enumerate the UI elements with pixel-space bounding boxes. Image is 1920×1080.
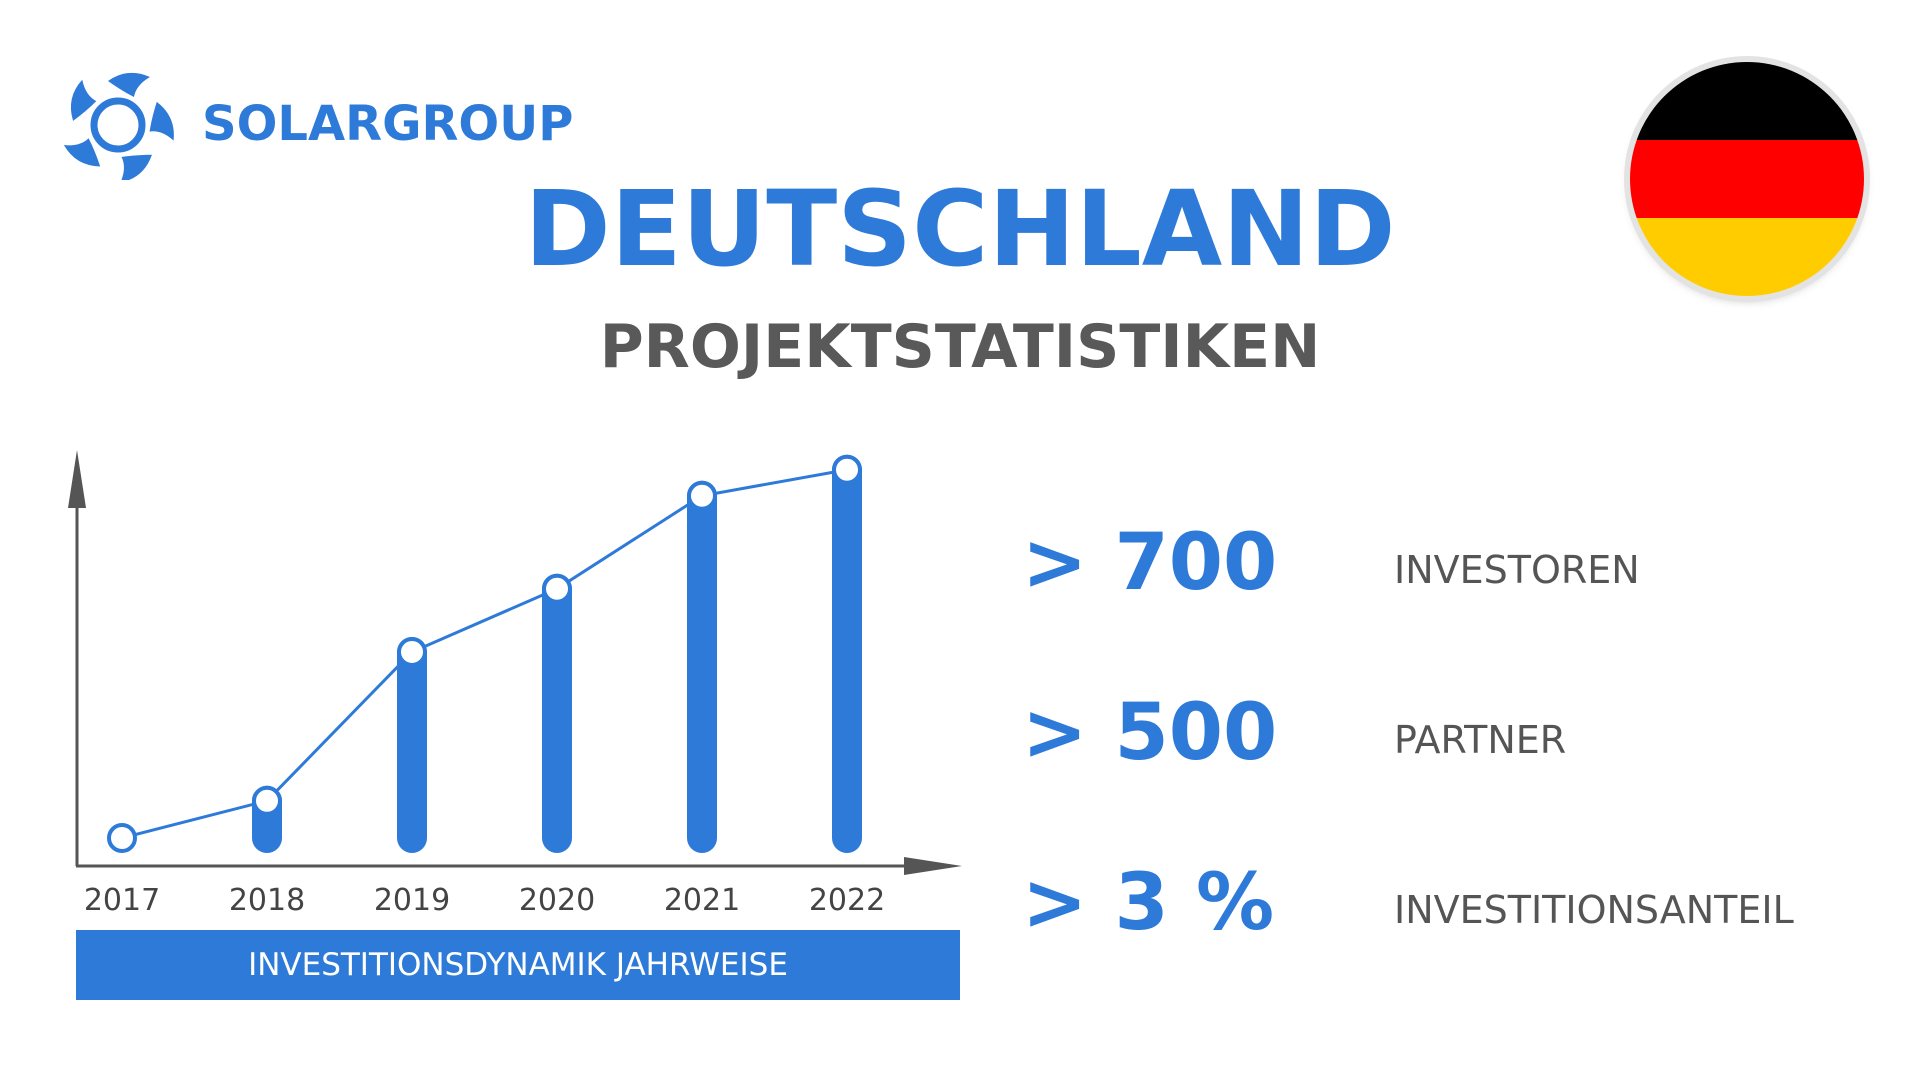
stat-value: > 700 (1022, 518, 1278, 608)
brand-name: SOLARGROUP (202, 96, 574, 152)
tick-label-2019: 2019 (374, 883, 450, 918)
point-2022 (832, 454, 862, 485)
stat-label: PARTNER (1394, 718, 1567, 762)
flag-band-black (1630, 62, 1864, 140)
chart-caption: INVESTITIONSDYNAMIK JAHRWEISE (248, 947, 788, 983)
stat-value: > 3 % (1022, 858, 1275, 948)
tick-label-2022: 2022 (809, 883, 885, 918)
point-2020 (542, 573, 572, 604)
stat-investors: > 700 INVESTOREN (1022, 518, 1882, 628)
flag-band-red (1630, 140, 1864, 218)
stat-label: INVESTITIONSANTEIL (1394, 888, 1794, 932)
tick-label-2017: 2017 (84, 883, 160, 918)
point-2018 (252, 785, 282, 816)
chart-caption-bar: INVESTITIONSDYNAMIK JAHRWEISE (76, 930, 960, 1000)
stat-partners: > 500 PARTNER (1022, 688, 1882, 798)
chart-axes (68, 450, 962, 875)
point-2019 (397, 637, 427, 667)
point-2021 (687, 480, 717, 511)
chart-line-layer (107, 454, 862, 853)
x-axis-arrow-icon (904, 857, 962, 875)
page-title: DEUTSCHLAND (524, 168, 1396, 290)
tick-label-2020: 2020 (519, 883, 595, 918)
stat-label: INVESTOREN (1394, 548, 1640, 592)
stat-investment-share: > 3 % INVESTITIONSANTEIL (1022, 858, 1882, 968)
solargroup-logo: SOLARGROUP (62, 70, 602, 180)
y-axis-arrow-icon (68, 450, 86, 508)
chart-bars (252, 454, 862, 853)
solar-swirl-logo-icon (63, 72, 174, 180)
point-2017 (107, 823, 137, 853)
stat-value: > 500 (1022, 688, 1278, 778)
tick-label-2018: 2018 (229, 883, 305, 918)
tick-label-2021: 2021 (664, 883, 740, 918)
chart-tick-labels: 2017 2018 2019 2020 2021 2022 (84, 883, 885, 918)
investment-chart: 2017 2018 2019 2020 2021 2022 (68, 450, 962, 918)
page-subtitle: PROJEKTSTATISTIKEN (599, 312, 1321, 382)
series-line (121, 468, 848, 840)
